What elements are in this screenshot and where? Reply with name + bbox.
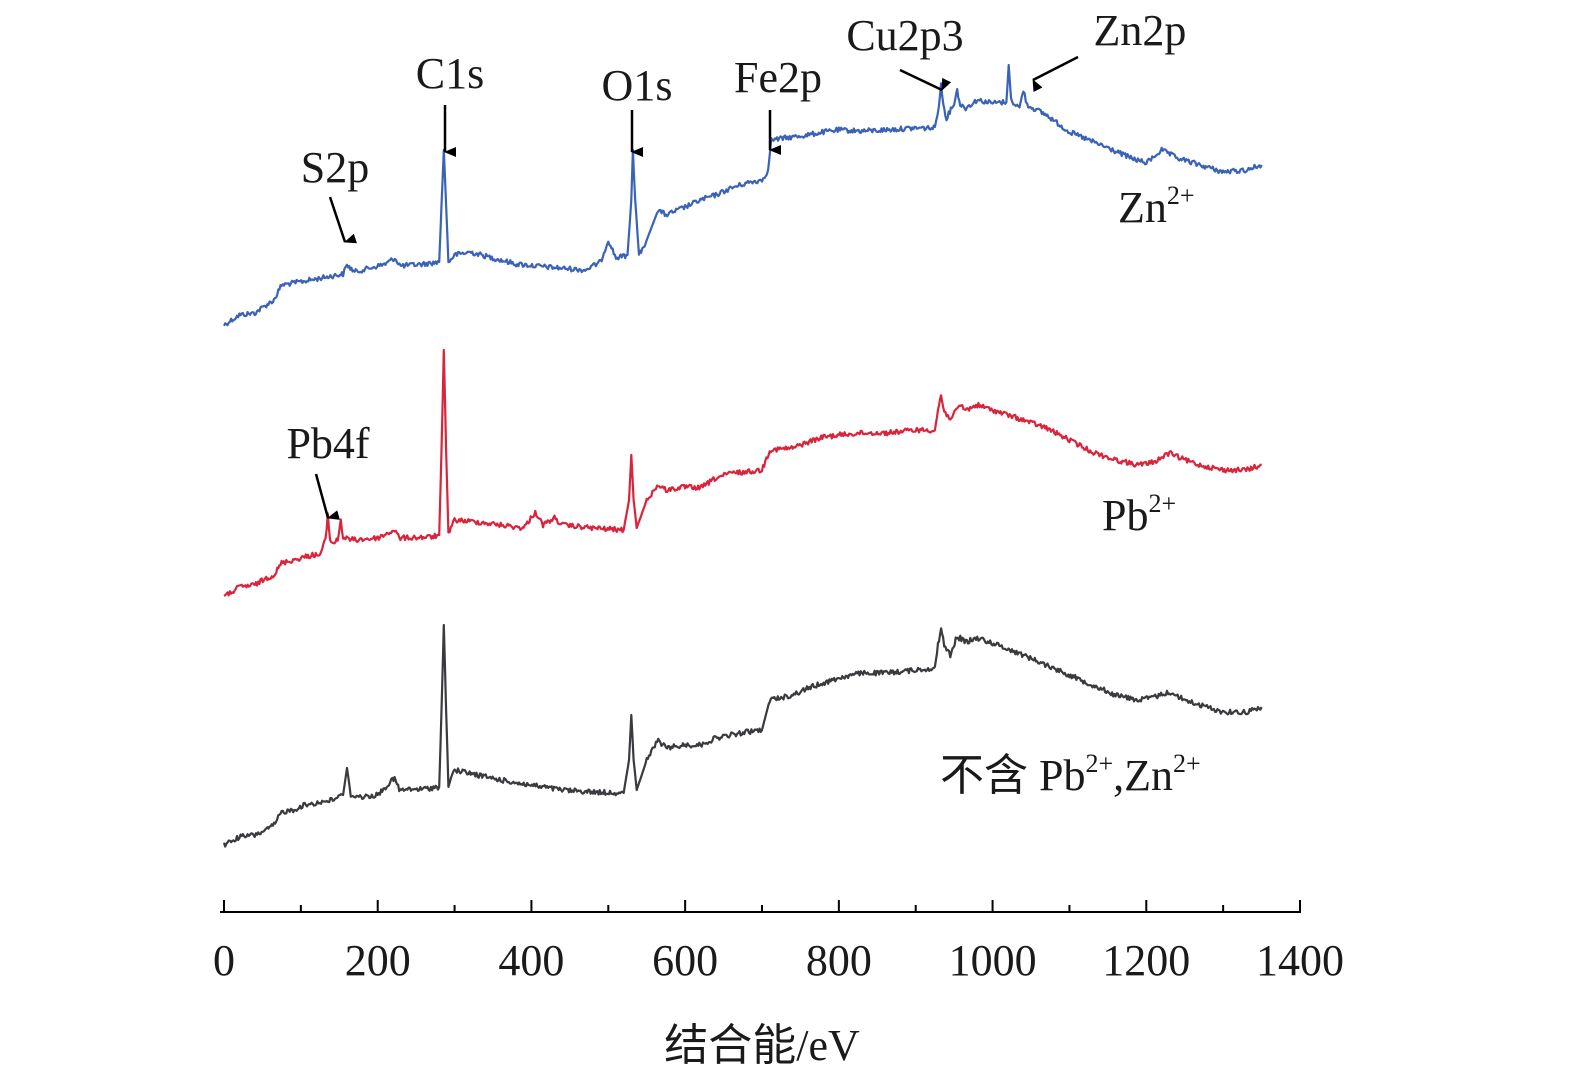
series-label-blank-mid: ,Zn [1113,751,1173,800]
peak-arrow [1032,55,1079,93]
peak-annotation-pb4f: Pb4f [286,419,370,520]
series-label-blank-sup2: 2+ [1173,749,1201,778]
peak-annotation-cu2p3: Cu2p3 [846,11,964,92]
series-label-zn-main: Zn [1118,183,1167,232]
x-tick-label-0: 0 [213,936,235,985]
peak-arrow [899,68,952,92]
x-tick-labels: 0 200 400 600 800 1000 1200 1400 [213,936,1344,985]
series-line-zn [223,63,1263,327]
series-lines [222,63,1263,848]
series-label-pb: Pb2+ [1102,489,1176,540]
series-label-blank: 不含 Pb2+,Zn2+ [940,749,1201,800]
peak-annotation-o1s: O1s [602,61,673,157]
x-tick-label-400: 400 [498,936,564,985]
x-tick-label-1400: 1400 [1256,936,1344,985]
peak-arrow [328,196,358,244]
x-ticks [223,900,1301,912]
peak-annotation-zn2p: Zn2p [1032,6,1187,93]
peak-arrow [314,473,340,520]
peak-label: S2p [301,143,369,192]
peak-annotations: C1s O1s Fe2p S2p Cu2p3 Zn2p Pb4f [286,6,1187,520]
x-axis-label: 结合能/eV [664,1021,860,1070]
series-label-pb-sup: 2+ [1148,489,1176,518]
peak-annotation-c1s: C1s [416,49,484,157]
x-tick-label-200: 200 [345,936,411,985]
series-label-zn: Zn2+ [1118,181,1195,232]
x-axis: 0 200 400 600 800 1000 1200 1400 [213,900,1344,985]
x-tick-label-600: 600 [652,936,718,985]
x-tick-label-1000: 1000 [949,936,1037,985]
series-label-blank-sup: 2+ [1085,749,1113,778]
peak-annotation-s2p: S2p [301,143,369,244]
x-tick-label-800: 800 [806,936,872,985]
series-label-pb-main: Pb [1102,491,1148,540]
peak-label: C1s [416,49,484,98]
peak-label: O1s [602,61,673,110]
x-tick-label-1200: 1200 [1102,936,1190,985]
series-line-blank [222,623,1263,848]
peak-label: Cu2p3 [846,11,963,60]
peak-label: Fe2p [734,53,822,102]
peak-label: Zn2p [1094,6,1187,55]
peak-label: Pb4f [286,419,369,468]
series-label-zn-sup: 2+ [1167,181,1195,210]
series-line-pb [223,348,1262,597]
series-label-blank-main: 不含 Pb [940,751,1085,800]
peak-annotation-fe2p: Fe2p [734,53,822,155]
